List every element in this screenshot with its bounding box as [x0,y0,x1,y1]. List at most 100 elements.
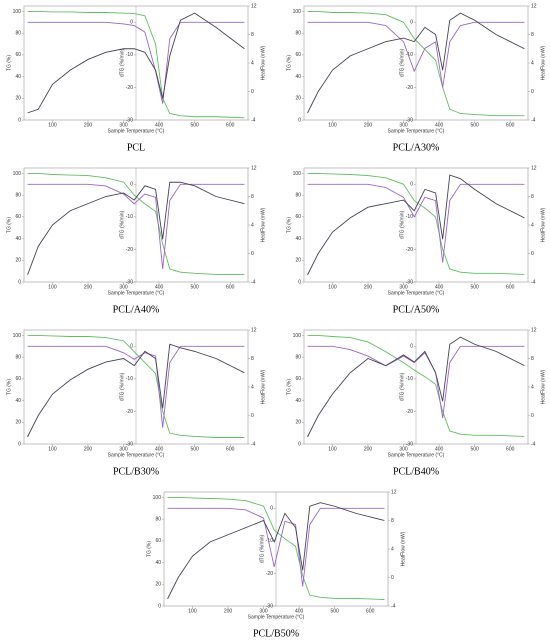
axis-label: TG (%) [6,55,12,71]
y2-tick-label: 8 [391,518,394,524]
y3-tick-label: -30 [266,603,273,609]
y-tick-label: 0 [298,441,301,447]
y-tick-label: 40 [15,74,21,80]
y-tick-label: 100 [153,495,162,501]
axis-label: dTG (%/min) [399,211,405,240]
y3-tick-label: -30 [406,117,413,123]
y3-tick-label: 0 [410,182,413,188]
y2-tick-label: 0 [531,251,534,257]
axis-label: dTG (%/min) [119,49,125,78]
y-tick-label: 80 [295,30,301,36]
x-axis-label: Sample Temperature (°C) [388,290,445,296]
series-line [307,345,525,419]
axis-label: HeatFlow (mW) [540,207,546,242]
x-tick-label: 400 [435,284,444,290]
axis-label: TG (%) [286,55,292,71]
y2-tick-label: 8 [251,32,254,38]
y-tick-label: 20 [155,582,161,588]
y3-tick-label: -20 [126,409,133,415]
y2-tick-label: 0 [531,89,534,95]
series-line [307,174,525,276]
x-axis-label: Sample Temperature (°C) [248,614,305,620]
axis-label: dTG (%/min) [259,535,265,564]
y2-tick-label: 12 [531,327,537,333]
panel-caption: PCL/B50% [253,628,299,639]
series-line [27,334,245,438]
x-tick-label: 600 [226,284,235,290]
y-tick-label: 80 [155,516,161,522]
x-axis-label: Sample Temperature (°C) [108,290,165,296]
y2-tick-label: 4 [251,222,254,228]
x-tick-label: 400 [155,122,164,128]
series-line [307,10,525,117]
series-line [27,12,245,114]
series-line [27,343,245,438]
y2-tick-label: 0 [391,575,394,581]
x-tick-label: 400 [155,446,164,452]
x-tick-label: 200 [84,122,93,128]
x-tick-label: 500 [190,122,199,128]
x-tick-label: 200 [84,446,93,452]
x-axis-label: Sample Temperature (°C) [108,128,165,134]
y3-tick-label: -30 [406,279,413,285]
x-tick-label: 600 [366,608,375,614]
y3-tick-label: -30 [126,117,133,123]
x-tick-label: 100 [48,284,57,290]
y2-tick-label: 12 [251,327,257,333]
series-line [307,336,525,438]
x-tick-label: 400 [295,608,304,614]
y-tick-label: 60 [295,52,301,58]
y2-tick-label: 4 [531,384,534,390]
y-tick-label: 40 [295,236,301,242]
y3-tick-label: -20 [406,85,413,91]
x-tick-label: 300 [399,446,408,452]
axis-label: HeatFlow (mW) [260,207,266,242]
y-tick-label: 20 [15,96,21,102]
x-tick-label: 500 [470,284,479,290]
x-tick-label: 100 [328,284,337,290]
y2-tick-label: 12 [531,3,537,9]
y3-tick-label: -20 [266,571,273,577]
y-tick-label: 80 [15,354,21,360]
y2-tick-label: -4 [531,279,536,285]
y2-tick-label: 12 [391,489,397,495]
series-line [167,502,385,600]
y-tick-label: 60 [295,214,301,220]
y3-tick-label: -10 [406,52,413,58]
y-tick-label: 60 [15,376,21,382]
x-tick-label: 200 [84,284,93,290]
x-tick-label: 500 [470,446,479,452]
x-tick-label: 600 [506,122,515,128]
x-tick-label: 300 [399,284,408,290]
series-line [167,496,385,600]
y-tick-label: 100 [293,9,302,15]
axis-label: HeatFlow (mW) [540,45,546,80]
series-line [167,507,385,587]
y3-tick-label: -30 [406,441,413,447]
y2-tick-label: 4 [391,546,394,552]
x-tick-label: 500 [190,446,199,452]
x-axis-label: Sample Temperature (°C) [388,452,445,458]
x-tick-label: 100 [328,446,337,452]
y2-tick-label: -4 [251,117,256,123]
y2-tick-label: -4 [251,279,256,285]
panel-caption: PCL/A50% [393,304,440,315]
y-tick-label: 80 [15,30,21,36]
axis-label: TG (%) [146,541,152,557]
axis-label: dTG (%/min) [119,211,125,240]
axis-label: TG (%) [6,379,12,395]
axis-label: TG (%) [286,379,292,395]
y-tick-label: 0 [298,279,301,285]
x-tick-label: 600 [506,284,515,290]
y-tick-label: 60 [155,538,161,544]
y2-tick-label: 4 [251,60,254,66]
x-tick-label: 500 [330,608,339,614]
y2-tick-label: 0 [251,251,254,257]
y-tick-label: 20 [295,258,301,264]
series-line [307,334,525,437]
y2-tick-label: -4 [251,441,256,447]
y3-tick-label: -10 [406,214,413,220]
x-tick-label: 100 [48,446,57,452]
x-tick-label: 200 [364,122,373,128]
y3-tick-label: 0 [130,20,133,26]
